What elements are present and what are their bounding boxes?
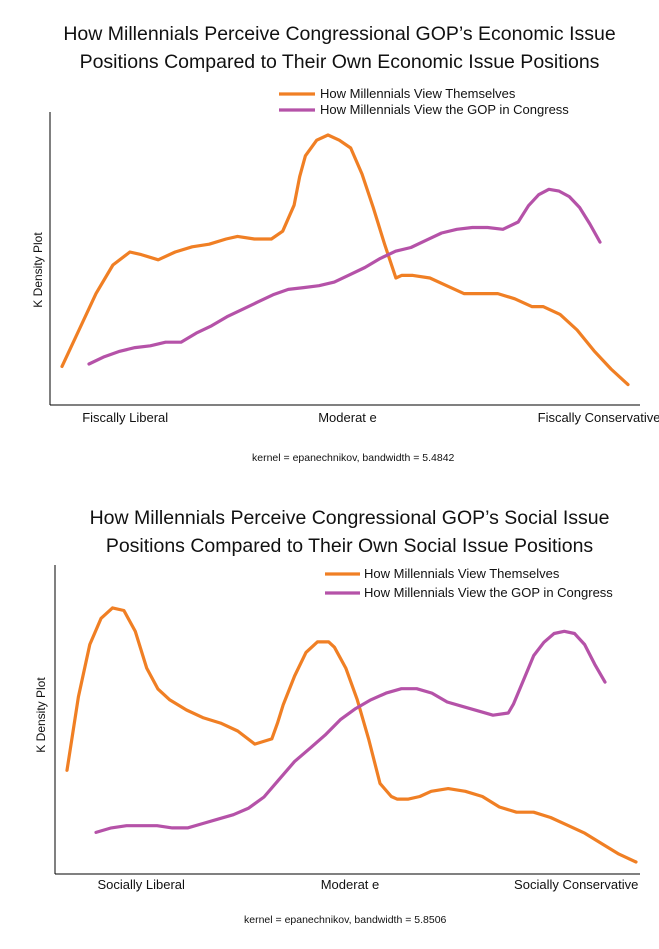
kernel-note: kernel = epanechnikov, bandwidth = 5.850… — [244, 914, 447, 926]
chart-title-line-2: Positions Compared to Their Own Economic… — [79, 51, 600, 73]
social-density-plot: K Density Plot Socially Liberal Moderat e S… — [34, 565, 640, 892]
legend-entry: How Millennials View the GOP in Congress — [364, 585, 613, 600]
legend-entry: How Millennials View the GOP in Congress — [320, 102, 569, 117]
series-line-themselves — [65, 606, 638, 864]
x-tick-label: Moderat e — [318, 410, 377, 425]
chart-title-line-1: How Millennials Perceive Congressional G… — [63, 23, 616, 45]
x-tick-label: Fiscally Conservative — [538, 410, 659, 425]
y-axis-label: K Density Plot — [34, 677, 48, 753]
social-chart-panel: How Millennials Perceive Congressional G… — [0, 490, 659, 949]
economic-density-plot: K Density Plot Fiscally Liberal Moderat e F… — [31, 86, 659, 425]
legend-entry: How Millennials View Themselves — [364, 566, 560, 581]
x-tick-label: Moderat e — [321, 877, 380, 892]
series-line-gop — [87, 187, 602, 366]
chart-title-line-2: Positions Compared to Their Own Social I… — [105, 535, 594, 557]
chart-title: How Millennials Perceive Congressional G… — [10, 20, 659, 76]
x-tick-label: Socially Liberal — [97, 877, 185, 892]
series-line-themselves — [60, 133, 630, 387]
x-tick-label: Socially Conservative — [514, 877, 638, 892]
legend-entry: How Millennials View Themselves — [320, 86, 516, 101]
x-tick-label: Fiscally Liberal — [82, 410, 168, 425]
chart-title: How Millennials Perceive Congressional G… — [20, 504, 659, 560]
series-line-gop — [94, 629, 607, 834]
kernel-note: kernel = epanechnikov, bandwidth = 5.484… — [252, 452, 455, 464]
economic-chart-panel: How Millennials Perceive Congressional G… — [0, 0, 659, 470]
y-axis-label: K Density Plot — [31, 232, 45, 308]
chart-title-line-1: How Millennials Perceive Congressional G… — [89, 507, 610, 529]
